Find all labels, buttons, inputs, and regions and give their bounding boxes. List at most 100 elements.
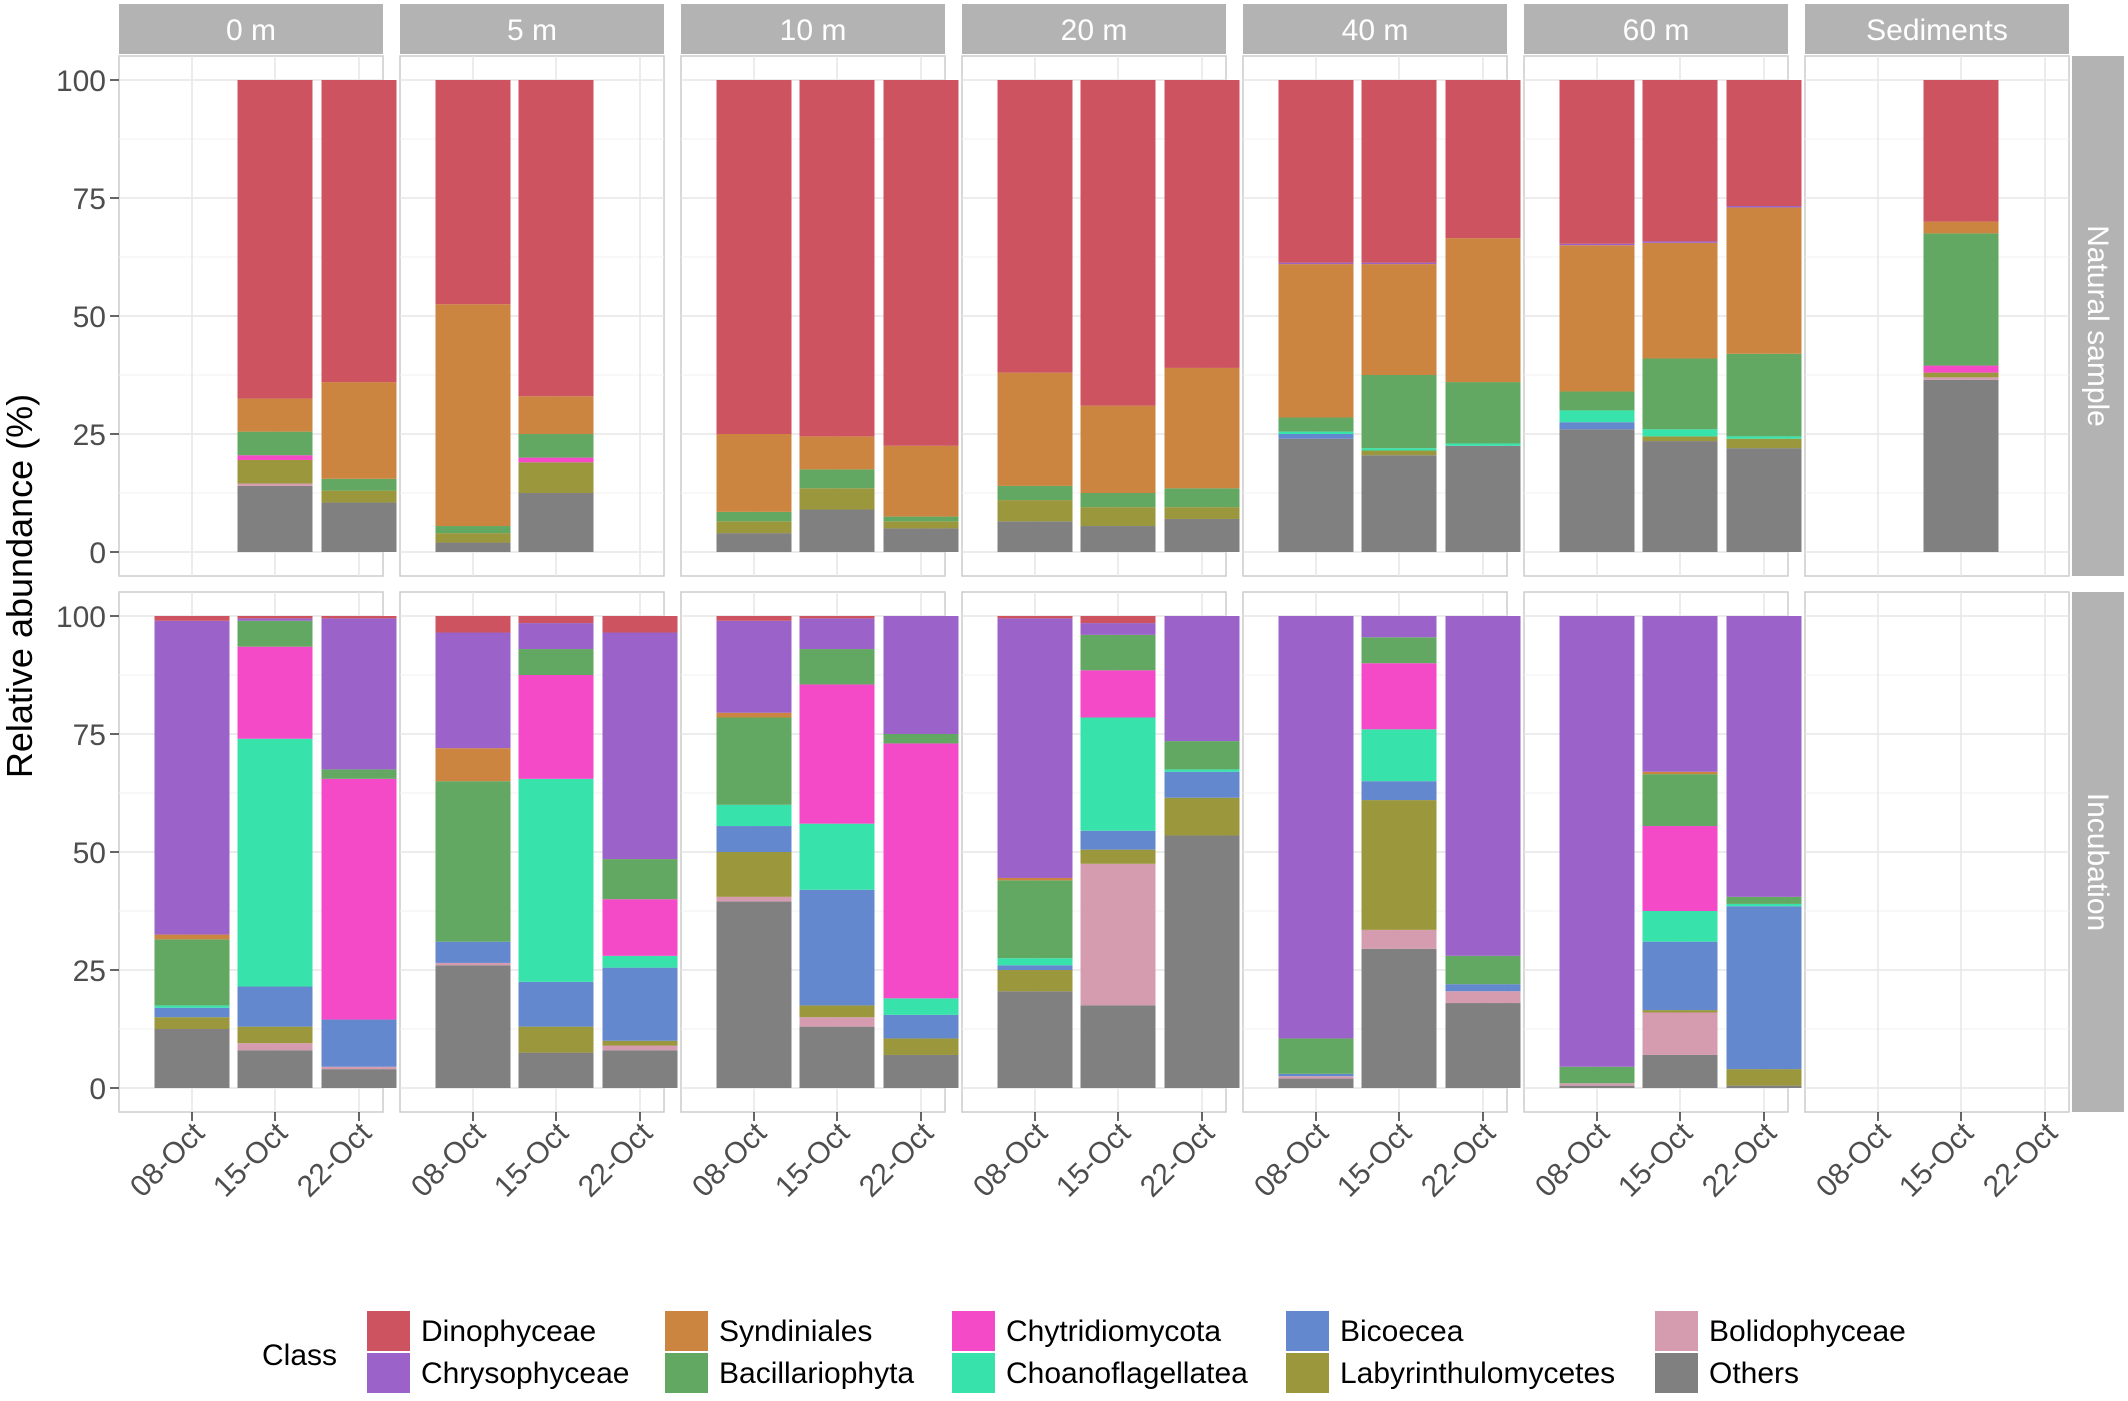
bar-segment-syndiniales	[716, 712, 792, 718]
bar-segment-bacillariophyta	[1361, 375, 1437, 449]
bar-segment-others	[518, 1052, 594, 1088]
bar-segment-bicoecea	[237, 986, 313, 1027]
legend-label: Choanoflagellatea	[1006, 1357, 1248, 1390]
bar-segment-others	[321, 1069, 397, 1088]
bar-segment-bacillariophyta	[883, 516, 959, 522]
bar-segment-dinophyceae	[1080, 616, 1156, 624]
row-strip-incubation	[2072, 592, 2124, 1112]
bar-segment-choanoflagellatea	[1559, 410, 1635, 423]
legend-swatch-others	[1655, 1353, 1698, 1393]
bar-segment-choanoflagellatea	[799, 823, 875, 890]
bar-segment-others	[1445, 445, 1521, 552]
bar-segment-others	[435, 542, 511, 552]
x-tick-label: 08-Oct	[405, 1116, 492, 1203]
bar-segment-choanoflagellatea	[602, 955, 678, 968]
bar-segment-dinophyceae	[1080, 80, 1156, 406]
facet-strip-60-m	[1524, 4, 1788, 54]
bar-segment-choanoflagellatea	[237, 738, 313, 987]
bar-segment-labyrinthulomycetes	[154, 1017, 230, 1029]
bar-segment-chytridiomycota	[883, 743, 959, 999]
facet-strip-label: 40 m	[1342, 14, 1409, 47]
bar-segment-dinophyceae	[321, 616, 397, 619]
bar-segment-syndiniales	[154, 934, 230, 940]
bar-segment-dinophyceae	[997, 616, 1073, 619]
bar-segment-bacillariophyta	[799, 469, 875, 489]
bar-segment-labyrinthulomycetes	[518, 1026, 594, 1053]
bar-segment-bacillariophyta	[518, 434, 594, 458]
row-strip-natural-sample	[2072, 56, 2124, 576]
bar-segment-labyrinthulomycetes	[602, 1040, 678, 1046]
bar-segment-labyrinthulomycetes	[883, 1038, 959, 1055]
bar-segment-bicoecea	[997, 965, 1073, 970]
bar-segment-bacillariophyta	[1080, 634, 1156, 671]
y-axis-title: Relative abundance (%)	[0, 394, 40, 778]
bar-segment-bacillariophyta	[716, 511, 792, 522]
x-tick-label: 22-Oct	[1134, 1116, 1221, 1203]
legend-swatch-chytridiomycota	[952, 1311, 995, 1351]
x-tick-label: 08-Oct	[1248, 1116, 1335, 1203]
x-tick-label: 15-Oct	[769, 1116, 856, 1203]
x-tick-label: 08-Oct	[1810, 1116, 1897, 1203]
y-tick-label: 50	[73, 301, 106, 334]
legend-label: Bacillariophyta	[719, 1357, 914, 1390]
bar-segment-dinophyceae	[799, 80, 875, 437]
y-tick-label: 50	[73, 837, 106, 870]
x-tick-label: 08-Oct	[1529, 1116, 1616, 1203]
legend-label: Chytridiomycota	[1006, 1315, 1221, 1348]
bar-segment-dinophyceae	[435, 616, 511, 633]
x-tick-label: 08-Oct	[967, 1116, 1054, 1203]
bar-segment-bacillariophyta	[1923, 233, 1999, 366]
bar-segment-chytridiomycota	[602, 899, 678, 956]
legend-swatch-labyrinthulomycetes	[1286, 1353, 1329, 1393]
bar-segment-dinophyceae	[435, 80, 511, 305]
x-tick-label: 22-Oct	[1696, 1116, 1783, 1203]
bar-segment-others	[1559, 429, 1635, 552]
bar-segment-syndiniales	[321, 382, 397, 479]
bar-segment-choanoflagellatea	[997, 958, 1073, 966]
bar-segment-bacillariophyta	[799, 649, 875, 685]
bar-segment-labyrinthulomycetes	[799, 488, 875, 510]
bar-segment-bacillariophyta	[321, 769, 397, 779]
bar-segment-others	[716, 533, 792, 552]
bar-segment-chrysophyceae	[1559, 243, 1635, 246]
bar-segment-bolidophyceae	[1445, 991, 1521, 1004]
bar-segment-dinophyceae	[602, 616, 678, 633]
bar-segment-bacillariophyta	[518, 649, 594, 675]
bar-segment-bicoecea	[1278, 1073, 1354, 1077]
legend-label: Syndiniales	[719, 1315, 872, 1348]
bar-segment-others	[1164, 518, 1240, 552]
bar-segment-labyrinthulomycetes	[1080, 849, 1156, 864]
bar-segment-bicoecea	[1361, 781, 1437, 801]
bar-segment-bacillariophyta	[435, 781, 511, 942]
bar-segment-others	[1278, 438, 1354, 552]
bar-segment-chrysophyceae	[1080, 623, 1156, 635]
bar-segment-others	[602, 1050, 678, 1088]
bar-segment-bicoecea	[1642, 941, 1718, 1011]
facet-strip-label: 60 m	[1623, 14, 1690, 47]
bar-segment-chytridiomycota	[237, 646, 313, 739]
bar-segment-syndiniales	[1164, 367, 1240, 489]
bar-segment-chrysophyceae	[1278, 616, 1354, 1039]
bar-segment-syndiniales	[883, 445, 959, 517]
bar-segment-syndiniales	[1642, 242, 1718, 359]
bar-segment-others	[1361, 455, 1437, 552]
bar-segment-bicoecea	[1278, 434, 1354, 439]
bar-segment-bacillariophyta	[1164, 488, 1240, 508]
x-tick-label: 15-Oct	[1612, 1116, 1699, 1203]
bar-segment-syndiniales	[1445, 238, 1521, 383]
x-tick-label: 08-Oct	[686, 1116, 773, 1203]
bar-segment-choanoflagellatea	[883, 998, 959, 1015]
legend-label: Bicoecea	[1340, 1315, 1464, 1348]
bar-segment-choanoflagellatea	[518, 778, 594, 982]
bar-segment-syndiniales	[435, 304, 511, 527]
bar-segment-bacillariophyta	[1278, 1038, 1354, 1074]
facet-strip-10-m	[681, 4, 945, 54]
bar-segment-dinophyceae	[1559, 80, 1635, 244]
bar-segment-bacillariophyta	[1559, 1066, 1635, 1084]
bar-segment-bacillariophyta	[237, 620, 313, 647]
bar-segment-others	[1726, 1085, 1802, 1088]
bar-segment-bacillariophyta	[1642, 774, 1718, 827]
x-tick-label: 22-Oct	[1415, 1116, 1502, 1203]
